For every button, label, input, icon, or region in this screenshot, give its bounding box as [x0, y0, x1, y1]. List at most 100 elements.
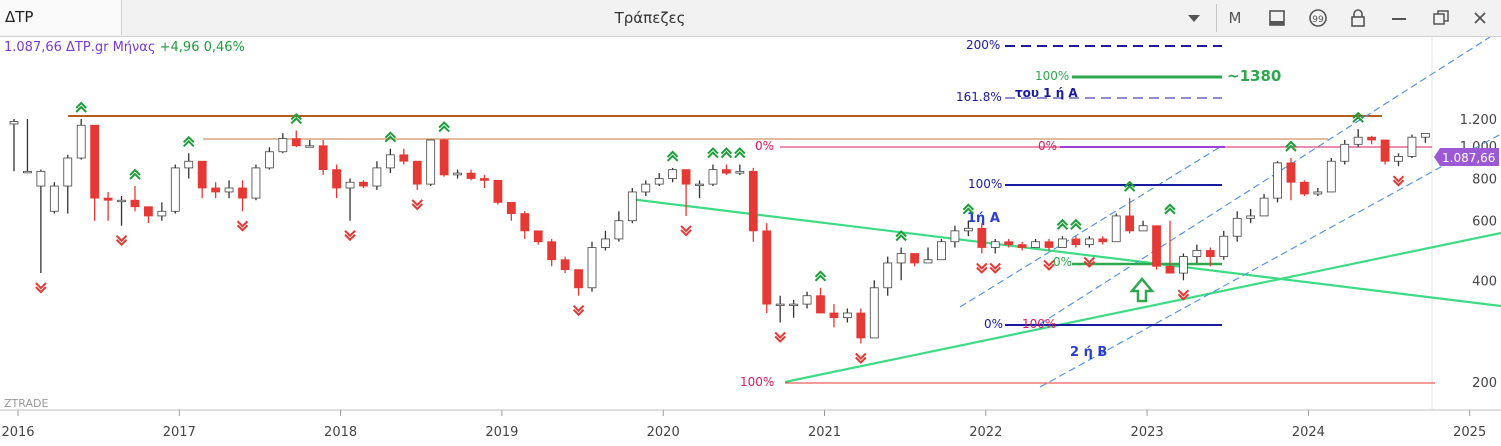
candle-body — [36, 170, 46, 187]
candle-body — [197, 160, 207, 189]
swing-high-marker — [962, 203, 975, 215]
swing-high-marker — [1070, 218, 1082, 230]
lock-icon[interactable] — [1347, 6, 1369, 30]
fib-red-0-label: 0% — [755, 139, 774, 153]
candle-body — [1353, 136, 1363, 145]
candle-body — [1004, 241, 1014, 245]
candle-body — [9, 121, 19, 125]
swing-high-marker — [1056, 218, 1069, 230]
swing-low-marker — [1043, 259, 1055, 271]
fib-100-pink-label: 100% — [1022, 317, 1056, 331]
fib-red-100-label: 100% — [740, 375, 774, 389]
candle-body — [291, 138, 301, 147]
candle-body — [117, 199, 126, 203]
swing-high-marker — [1164, 203, 1176, 215]
candle-body — [426, 139, 436, 185]
candle-body — [224, 187, 234, 193]
candle-body — [533, 230, 543, 243]
toolbar-divider — [1216, 4, 1217, 32]
panel-icon[interactable] — [1266, 6, 1288, 30]
candle-body — [318, 145, 328, 171]
candle-body — [359, 181, 368, 187]
quote-icon[interactable]: 99 — [1307, 6, 1329, 30]
candle-body — [1138, 225, 1148, 232]
minimize-icon[interactable] — [1388, 6, 1410, 30]
candle-body — [211, 187, 221, 193]
swing-low-marker — [1177, 289, 1190, 301]
wave-2-label: 2 ή Β — [1070, 345, 1107, 360]
candle-body — [601, 238, 610, 248]
x-tick-label: 2016 — [1, 425, 34, 440]
window-title: Τράπεζες — [614, 9, 686, 27]
candle-body — [654, 178, 664, 185]
candle-body — [1367, 136, 1377, 141]
swing-low-marker — [344, 230, 356, 242]
candle-body — [842, 312, 852, 319]
candle-body — [587, 247, 597, 289]
candle-body — [412, 160, 422, 185]
candle-body — [63, 157, 73, 187]
swing-high-marker — [384, 131, 397, 143]
close-icon[interactable] — [1469, 6, 1491, 30]
svg-text:99: 99 — [1312, 15, 1324, 25]
x-tick-label: 2022 — [969, 425, 1002, 440]
swing-high-marker — [707, 147, 719, 159]
candle-body — [762, 230, 772, 305]
price-chart[interactable]: 2016 2017 2018 2019 2020 2021 2022 2023 2024 2025… — [0, 37, 1501, 446]
title-bar: ΔΤΡ Τράπεζες M 99 — [0, 0, 1501, 37]
swing-low-marker — [855, 352, 867, 364]
dropdown-arrow-icon[interactable] — [1183, 6, 1205, 30]
swing-high-marker — [814, 270, 827, 282]
candle-body — [76, 124, 86, 159]
candle-body — [668, 169, 678, 179]
period-button[interactable]: M — [1228, 9, 1242, 27]
info-change-pct: 0,46% — [203, 40, 245, 55]
candle-body — [1098, 238, 1108, 243]
target-label: ~1380 — [1227, 67, 1281, 85]
candle-body — [1179, 256, 1188, 274]
candle-body — [1340, 143, 1350, 162]
candle-body — [681, 169, 691, 185]
candle-body — [950, 230, 960, 243]
candle-body — [372, 167, 382, 187]
downtrend-line — [629, 197, 1501, 308]
candle-body — [170, 167, 180, 212]
candle-body — [937, 241, 946, 261]
candle-body — [453, 172, 462, 176]
y-tick-label: 600 — [1472, 215, 1497, 230]
y-tick-label: 800 — [1472, 173, 1497, 188]
swing-high-marker — [734, 147, 746, 159]
candle-body — [695, 183, 704, 187]
channel-inner-line — [959, 146, 1221, 308]
x-tick-label: 2020 — [647, 425, 680, 440]
fib-200-label: 200% — [966, 38, 1000, 52]
candle-body — [574, 269, 583, 289]
candle-body — [493, 179, 503, 203]
swing-high-marker — [75, 101, 87, 113]
candle-body — [1273, 162, 1282, 199]
swing-high-marker — [129, 168, 141, 180]
buy-arrow-icon — [1129, 277, 1155, 303]
candle-body — [802, 295, 812, 305]
swing-high-marker — [1352, 111, 1364, 123]
candle-body — [480, 178, 489, 181]
candle-body — [144, 206, 153, 217]
candle-body — [775, 303, 785, 307]
x-axis: 2016 2017 2018 2019 2020 2021 2022 2023 2024 2025 — [1, 410, 1486, 440]
candle-body — [345, 181, 355, 189]
swing-low-marker — [976, 262, 988, 274]
swing-low-marker — [1083, 256, 1096, 268]
candle-body — [1420, 133, 1430, 138]
restore-icon[interactable] — [1430, 6, 1452, 30]
candle-body — [614, 220, 624, 240]
candle-body — [332, 169, 342, 189]
candle-body — [184, 160, 194, 169]
candle-body — [1125, 215, 1135, 232]
candle-body — [856, 312, 866, 339]
candle-body — [1017, 244, 1027, 248]
swing-high-marker — [720, 147, 733, 159]
info-change: +4,96 — [159, 40, 200, 55]
symbol-field[interactable]: ΔΤΡ — [0, 0, 122, 35]
candle-body — [1071, 238, 1081, 245]
swing-high-marker — [895, 230, 907, 242]
